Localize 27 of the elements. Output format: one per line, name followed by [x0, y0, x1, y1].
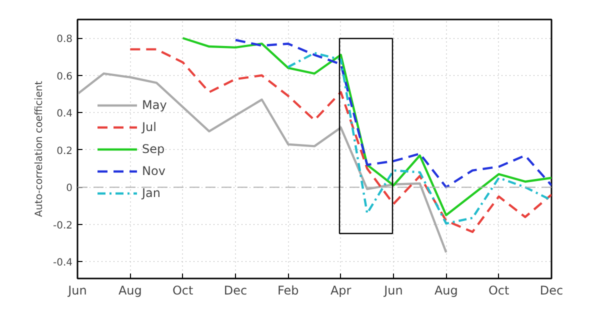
x-tick-label: Apr — [330, 284, 352, 298]
y-tick-label: 0.2 — [56, 146, 73, 157]
y-tick-label: 0 — [66, 183, 73, 194]
x-tick-label: Aug — [118, 284, 142, 298]
y-tick-label: 0.6 — [56, 71, 73, 82]
y-tick-label: -0.4 — [52, 258, 73, 269]
legend-label: Sep — [142, 142, 165, 156]
y-tick-label: 0.4 — [56, 108, 73, 120]
legend-label: Jan — [142, 186, 162, 200]
x-tick-label: Jun — [383, 284, 403, 298]
x-tick-label: Dec — [224, 284, 248, 298]
line-series — [287, 52, 552, 225]
legend-label: Jul — [142, 120, 158, 134]
line-series — [234, 38, 552, 188]
x-tick-label: Oct — [488, 284, 510, 298]
line-series — [182, 37, 552, 216]
x-tick-label: Oct — [172, 284, 194, 298]
x-tick-label: Jun — [67, 284, 87, 298]
x-tick-label: Aug — [434, 284, 458, 298]
legend-label: May — [142, 98, 167, 112]
y-axis-title: Auto-correlation coefficient — [34, 80, 45, 217]
line-series — [129, 48, 552, 234]
x-tick-label: Feb — [278, 284, 299, 298]
y-tick-label: 0.8 — [56, 34, 73, 46]
legend-label: Nov — [142, 164, 166, 178]
x-tick-label: Dec — [540, 284, 564, 298]
y-tick-label: -0.2 — [52, 220, 73, 232]
